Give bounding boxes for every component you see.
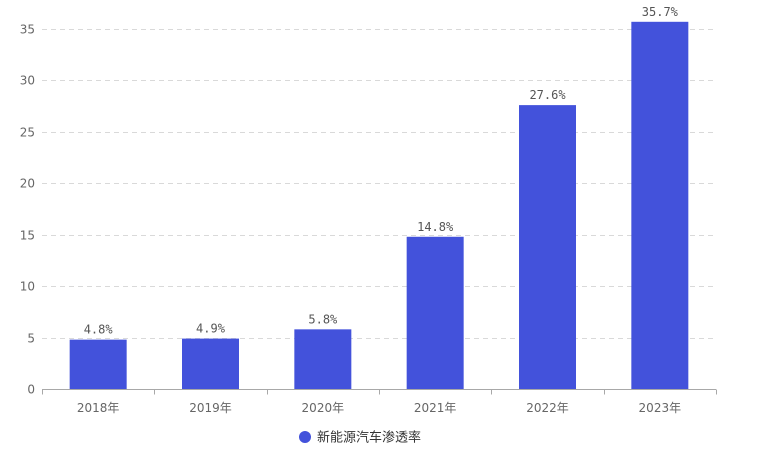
data-label-2018: 4.8% [84, 323, 114, 337]
bar-2021 [406, 236, 464, 389]
bar-2022 [519, 105, 576, 389]
x-tick-label-2022: 2022年 [526, 401, 569, 415]
x-axis: 2018年 2019年 2020年 2021年 2022年 2023年 [42, 389, 717, 415]
data-label-2019: 4.9% [196, 322, 226, 336]
y-tick-label-0: 0 [27, 383, 35, 397]
y-tick-label-20: 20 [20, 177, 35, 191]
bar-2023 [631, 21, 689, 390]
legend[interactable]: 新能源汽车渗透率 [299, 430, 421, 446]
data-label-2020: 5.8% [308, 312, 338, 326]
legend-swatch-icon[interactable] [299, 431, 311, 443]
y-tick-label-25: 25 [20, 126, 35, 140]
legend-label[interactable]: 新能源汽车渗透率 [317, 430, 421, 446]
bar-2020 [294, 329, 352, 389]
gridlines [42, 29, 716, 339]
y-axis: 0 5 10 15 20 25 30 35 [20, 23, 35, 397]
bar-2018 [69, 339, 127, 389]
x-tick-label-2018: 2018年 [77, 401, 120, 415]
y-tick-label-15: 15 [20, 229, 35, 243]
data-labels: 4.8% 4.9% 5.8% 14.8% 27.6% 35.7% [84, 5, 679, 337]
y-tick-label-5: 5 [27, 332, 35, 346]
y-tick-label-10: 10 [20, 280, 35, 294]
y-tick-label-30: 30 [20, 74, 35, 88]
x-tick-label-2020: 2020年 [302, 401, 345, 415]
data-label-2021: 14.8% [417, 220, 454, 234]
x-tick-label-2023: 2023年 [639, 401, 682, 415]
x-tick-label-2021: 2021年 [414, 401, 457, 415]
data-label-2023: 35.7% [642, 5, 679, 19]
data-label-2022: 27.6% [529, 88, 566, 102]
bar-2019 [182, 338, 239, 389]
y-tick-label-35: 35 [20, 23, 35, 37]
x-tick-label-2019: 2019年 [189, 401, 232, 415]
bars [69, 21, 689, 390]
